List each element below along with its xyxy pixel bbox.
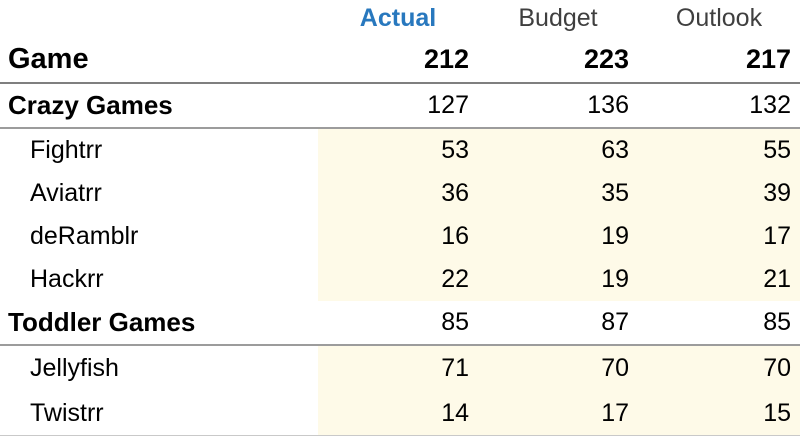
table-row-toddler-games: Toddler Games 85 87 85 <box>0 301 800 346</box>
cell-actual: 127 <box>427 91 469 119</box>
cell-budget: 70 <box>478 346 638 391</box>
cell-actual: 85 <box>441 308 469 336</box>
cell-outlook: 39 <box>638 172 800 215</box>
cell-budget: 63 <box>478 129 638 172</box>
row-label: Twistrr <box>30 398 104 427</box>
cell-budget: 17 <box>478 391 638 435</box>
cell-actual: 14 <box>318 391 478 435</box>
cell-outlook: 132 <box>749 91 791 119</box>
row-label: Aviatrr <box>30 179 102 207</box>
row-label: deRamblr <box>30 222 139 250</box>
cell-budget: 87 <box>601 308 629 336</box>
cell-actual: 53 <box>318 129 478 172</box>
table-row-aviatrr: Aviatrr 36 35 39 <box>0 172 800 215</box>
row-label: Toddler Games <box>8 307 196 337</box>
cell-outlook: 15 <box>638 391 800 435</box>
column-header-row: Actual Budget Outlook <box>0 0 800 36</box>
table-row-deramblr: deRamblr 16 19 17 <box>0 215 800 258</box>
cell-outlook: 55 <box>638 129 800 172</box>
total-row: Game 212 223 217 <box>0 36 800 84</box>
table-row-jellyfish: Jellyfish 71 70 70 <box>0 346 800 391</box>
cell-actual: 22 <box>318 258 478 301</box>
table-row-twistrr: Twistrr 14 17 15 <box>0 391 800 436</box>
cell-outlook: 85 <box>763 308 791 336</box>
cell-outlook: 70 <box>638 346 800 391</box>
table-row-crazy-games: Crazy Games 127 136 132 <box>0 84 800 129</box>
row-label: Hackrr <box>30 265 104 293</box>
cell-actual: 36 <box>318 172 478 215</box>
table-row-fightrr: Fightrr 53 63 55 <box>0 129 800 172</box>
row-header-game: Game <box>8 42 89 75</box>
total-budget-value: 223 <box>583 43 629 74</box>
column-header-budget[interactable]: Budget <box>518 3 598 32</box>
cell-budget: 19 <box>478 258 638 301</box>
cell-outlook: 17 <box>638 215 800 258</box>
total-actual-value: 212 <box>423 43 469 74</box>
cell-budget: 35 <box>478 172 638 215</box>
cell-outlook: 21 <box>638 258 800 301</box>
column-header-outlook[interactable]: Outlook <box>675 3 763 32</box>
table-row-hackrr: Hackrr 22 19 21 <box>0 258 800 301</box>
column-header-actual[interactable]: Actual <box>359 3 437 32</box>
cell-budget: 19 <box>478 215 638 258</box>
corner-cell <box>0 0 318 36</box>
total-outlook-value: 217 <box>745 43 791 74</box>
cell-actual: 16 <box>318 215 478 258</box>
cell-actual: 71 <box>318 346 478 391</box>
row-label: Crazy Games <box>8 90 173 120</box>
row-label: Fightrr <box>30 136 103 164</box>
cell-budget: 136 <box>587 91 629 119</box>
row-label: Jellyfish <box>30 354 119 382</box>
